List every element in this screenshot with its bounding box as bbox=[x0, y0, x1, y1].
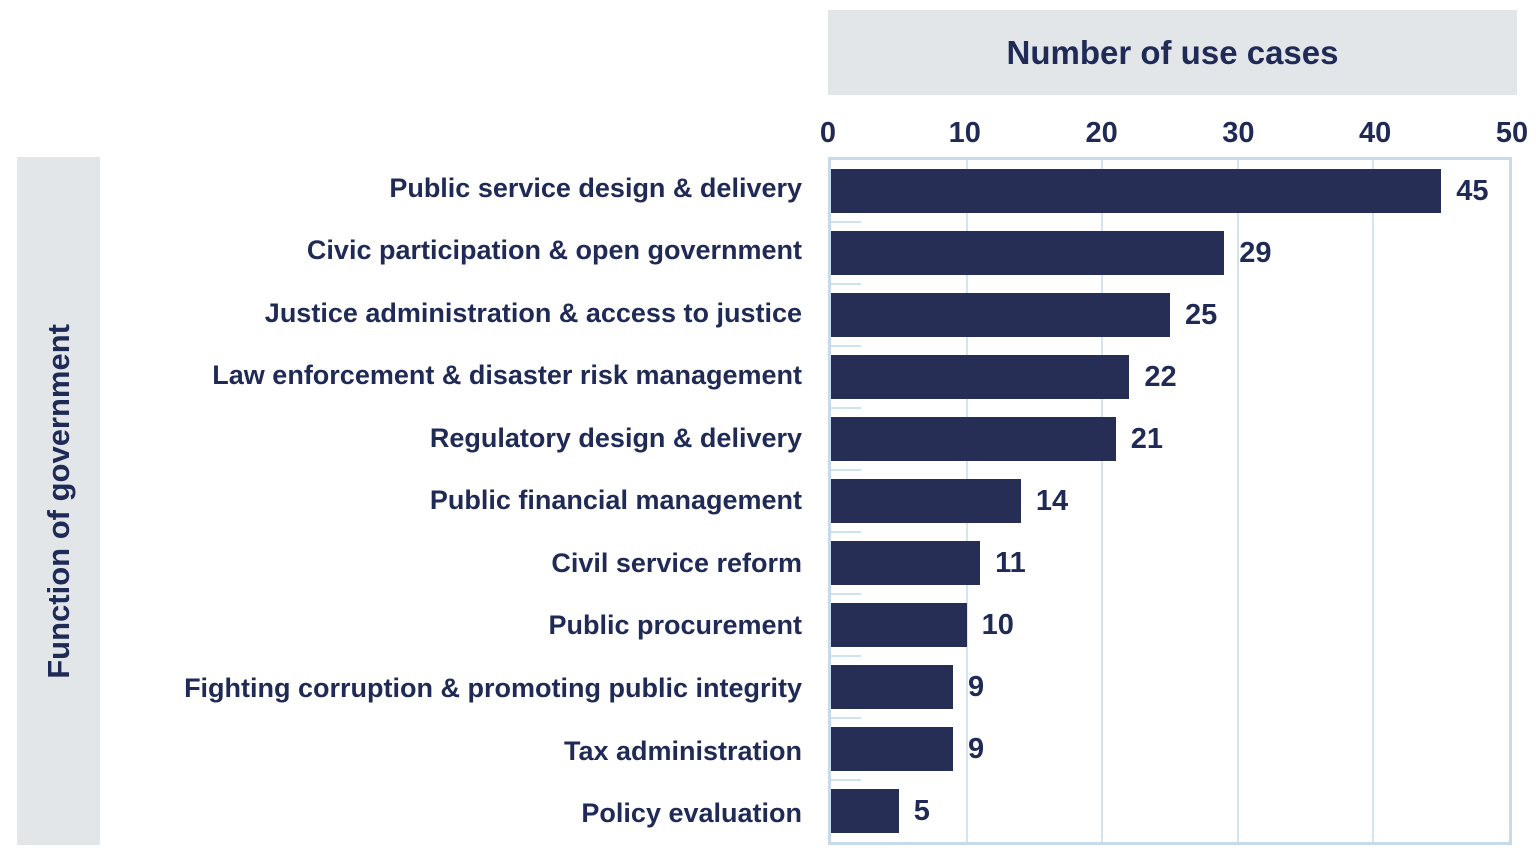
x-tick-label: 40 bbox=[1359, 117, 1392, 149]
x-axis-ticks: 0 10 20 30 40 50 bbox=[820, 113, 1528, 153]
category-label: Public service design & delivery bbox=[389, 172, 802, 203]
y-axis-title: Function of government bbox=[40, 323, 76, 679]
category-label: Public financial management bbox=[429, 485, 802, 516]
bar bbox=[831, 292, 1170, 338]
bar bbox=[831, 354, 1130, 400]
category-label: Policy evaluation bbox=[581, 798, 802, 829]
bar-value-label: 29 bbox=[1239, 236, 1272, 269]
category-label: Regulatory design & delivery bbox=[429, 422, 802, 453]
bar-row: 21 bbox=[831, 408, 1509, 470]
bar-value-label: 22 bbox=[1144, 360, 1177, 393]
bar-row: 29 bbox=[831, 222, 1509, 284]
bar-value-label: 45 bbox=[1456, 174, 1489, 207]
bar bbox=[831, 478, 1021, 524]
x-tick-label: 50 bbox=[1495, 117, 1529, 149]
category-boundary-tick bbox=[831, 283, 861, 285]
bar-row: 9 bbox=[831, 656, 1509, 718]
bar-row: 14 bbox=[831, 470, 1509, 532]
category-boundary-tick bbox=[831, 469, 861, 471]
bar-value-label: 9 bbox=[968, 670, 985, 703]
bar bbox=[831, 726, 954, 772]
category-boundary-tick bbox=[831, 593, 861, 595]
category-boundary-tick bbox=[831, 407, 861, 409]
x-tick-label: 0 bbox=[819, 117, 837, 149]
bar-value-label: 10 bbox=[981, 608, 1014, 641]
category-label: Fighting corruption & promoting public i… bbox=[184, 673, 802, 704]
bar-value-label: 25 bbox=[1185, 298, 1218, 331]
bar-row: 5 bbox=[831, 780, 1509, 842]
category-boundary-tick bbox=[831, 345, 861, 347]
category-labels: Public service design & delivery Civic pa… bbox=[108, 157, 802, 845]
gridline bbox=[1236, 160, 1239, 842]
plot-area: 45 29 25 22 21 14 11 10 9 9 5 bbox=[828, 157, 1512, 845]
gridline bbox=[1101, 160, 1104, 842]
bar-row: 45 bbox=[831, 160, 1509, 222]
gridline bbox=[1372, 160, 1375, 842]
x-tick-label: 20 bbox=[1085, 117, 1118, 149]
bar bbox=[831, 168, 1442, 214]
bar bbox=[831, 230, 1225, 276]
category-label: Public procurement bbox=[548, 610, 802, 641]
bar-row: 9 bbox=[831, 718, 1509, 780]
bar-row: 22 bbox=[831, 346, 1509, 408]
bar bbox=[831, 602, 967, 648]
category-label: Tax administration bbox=[563, 735, 802, 766]
x-axis-title-panel: Number of use cases bbox=[828, 10, 1517, 95]
category-label: Civic participation & open government bbox=[306, 235, 802, 266]
bar-row: 25 bbox=[831, 284, 1509, 346]
category-label: Law enforcement & disaster risk manageme… bbox=[212, 360, 802, 391]
y-axis-title-panel: Function of government bbox=[17, 157, 100, 845]
category-label: Justice administration & access to justi… bbox=[264, 297, 802, 328]
bar-row: 10 bbox=[831, 594, 1509, 656]
bar-value-label: 21 bbox=[1130, 422, 1164, 455]
category-boundary-tick bbox=[831, 779, 861, 781]
bar-value-label: 14 bbox=[1035, 484, 1069, 517]
category-boundary-tick bbox=[831, 221, 861, 223]
bar-value-label: 11 bbox=[995, 546, 1026, 579]
bar-value-label: 9 bbox=[968, 732, 985, 765]
x-tick-label: 10 bbox=[948, 117, 981, 149]
bar bbox=[831, 540, 981, 586]
category-boundary-tick bbox=[831, 531, 861, 533]
category-boundary-tick bbox=[831, 655, 861, 657]
category-boundary-tick bbox=[831, 717, 861, 719]
x-axis-title: Number of use cases bbox=[1006, 33, 1339, 71]
x-tick-label: 30 bbox=[1222, 117, 1255, 149]
bar bbox=[831, 416, 1116, 462]
bar bbox=[831, 664, 954, 710]
category-label: Civil service reform bbox=[551, 547, 802, 578]
bar-row: 11 bbox=[831, 532, 1509, 594]
bar-value-label: 5 bbox=[913, 794, 930, 827]
bar bbox=[831, 788, 899, 834]
